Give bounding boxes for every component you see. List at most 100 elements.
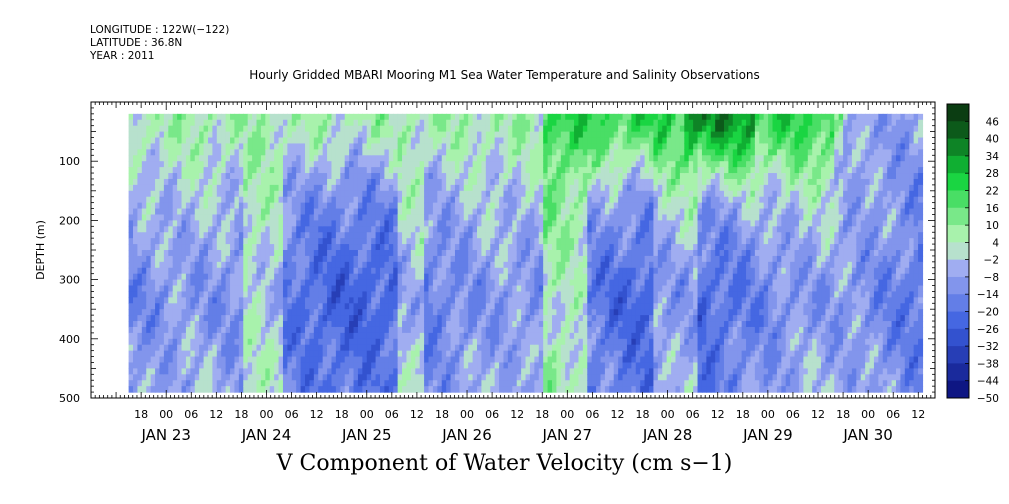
heatmap-cell: [516, 202, 522, 210]
heatmap-cell: [137, 178, 143, 186]
heatmap-cell: [596, 119, 602, 127]
heatmap-cell: [393, 356, 399, 364]
heatmap-cell: [450, 315, 456, 322]
heatmap-cell: [159, 386, 165, 393]
heatmap-cell: [591, 261, 597, 269]
heatmap-cell: [441, 143, 447, 150]
heatmap-cell: [534, 161, 540, 168]
heatmap-cell: [168, 386, 174, 393]
heatmap-cell: [393, 374, 399, 381]
heatmap-cell: [397, 332, 403, 340]
heatmap-cell: [503, 178, 509, 186]
heatmap-cell: [362, 214, 368, 221]
heatmap-cell: [207, 362, 213, 369]
heatmap-cell: [472, 202, 478, 210]
heatmap-cell: [287, 374, 293, 381]
heatmap-cell: [450, 143, 456, 150]
heatmap-cell: [216, 250, 222, 257]
heatmap-cell: [582, 273, 588, 281]
heatmap-cell: [459, 285, 465, 293]
heatmap-cell: [313, 173, 319, 180]
heatmap-cell: [278, 184, 284, 192]
heatmap-cell: [190, 143, 196, 150]
heatmap-cell: [371, 285, 377, 293]
heatmap-cell: [388, 273, 394, 281]
heatmap-cell: [454, 309, 460, 316]
heatmap-cell: [578, 155, 584, 162]
heatmap-cell: [419, 380, 425, 387]
heatmap-cell: [177, 344, 183, 352]
heatmap-cell: [274, 184, 280, 192]
heatmap-cell: [203, 315, 209, 322]
heatmap-cell: [402, 315, 408, 322]
heatmap-cell: [146, 173, 152, 180]
heatmap-cell: [181, 244, 187, 251]
heatmap-cell: [340, 226, 346, 233]
heatmap-cell: [318, 291, 324, 298]
heatmap-cell: [260, 326, 266, 334]
heatmap-cell: [379, 309, 385, 316]
heatmap-cell: [406, 178, 412, 186]
heatmap-cell: [516, 137, 522, 145]
heatmap-cell: [159, 297, 165, 304]
heatmap-cell: [503, 273, 509, 281]
heatmap-cell: [529, 285, 535, 293]
heatmap-cell: [260, 368, 266, 375]
heatmap-cell: [512, 208, 518, 216]
heatmap-cell: [327, 131, 333, 139]
heatmap-cell: [503, 303, 509, 310]
heatmap-cell: [362, 131, 368, 139]
heatmap-cell: [402, 291, 408, 298]
heatmap-cell: [247, 214, 253, 221]
heatmap-cell: [371, 261, 377, 269]
heatmap-cell: [499, 161, 505, 168]
heatmap-cell: [207, 273, 213, 281]
heatmap-cell: [384, 113, 390, 121]
heatmap-cell: [534, 113, 540, 121]
heatmap-cell: [269, 285, 275, 293]
heatmap-cell: [207, 309, 213, 316]
heatmap-cell: [357, 326, 363, 334]
heatmap-cell: [578, 178, 584, 186]
heatmap-cell: [199, 380, 205, 387]
heatmap-cell: [274, 250, 280, 257]
heatmap-cell: [331, 261, 337, 269]
heatmap-cell: [569, 362, 575, 369]
heatmap-cell: [318, 232, 324, 239]
heatmap-cell: [552, 267, 558, 275]
heatmap-cell: [212, 380, 218, 387]
heatmap-cell: [574, 356, 580, 364]
heatmap-cell: [375, 244, 381, 251]
heatmap-cell: [155, 202, 161, 210]
heatmap-cell: [534, 196, 540, 204]
heatmap-cell: [415, 309, 421, 316]
heatmap-cell: [234, 244, 240, 251]
heatmap-cell: [194, 190, 200, 198]
heatmap-cell: [133, 167, 139, 174]
heatmap-cell: [503, 238, 509, 245]
heatmap-cell: [560, 250, 566, 257]
heatmap-cell: [591, 297, 597, 304]
heatmap-cell: [357, 173, 363, 180]
heatmap-cell: [591, 267, 597, 275]
heatmap-cell: [529, 309, 535, 316]
heatmap-cell: [305, 173, 311, 180]
heatmap-cell: [282, 326, 288, 334]
heatmap-cell: [141, 344, 147, 352]
heatmap-cell: [234, 332, 240, 340]
heatmap-cell: [274, 350, 280, 358]
heatmap-cell: [327, 386, 333, 393]
heatmap-cell: [163, 184, 169, 192]
heatmap-cell: [591, 380, 597, 387]
heatmap-cell: [177, 238, 183, 245]
heatmap-cell: [446, 285, 452, 293]
heatmap-cell: [569, 143, 575, 150]
heatmap-cell: [243, 309, 249, 316]
heatmap-cell: [155, 261, 161, 269]
heatmap-cell: [309, 167, 315, 174]
heatmap-cell: [574, 238, 580, 245]
heatmap-cell: [353, 386, 359, 393]
heatmap-cell: [243, 202, 249, 210]
heatmap-cell: [322, 350, 328, 358]
heatmap-cell: [578, 173, 584, 180]
